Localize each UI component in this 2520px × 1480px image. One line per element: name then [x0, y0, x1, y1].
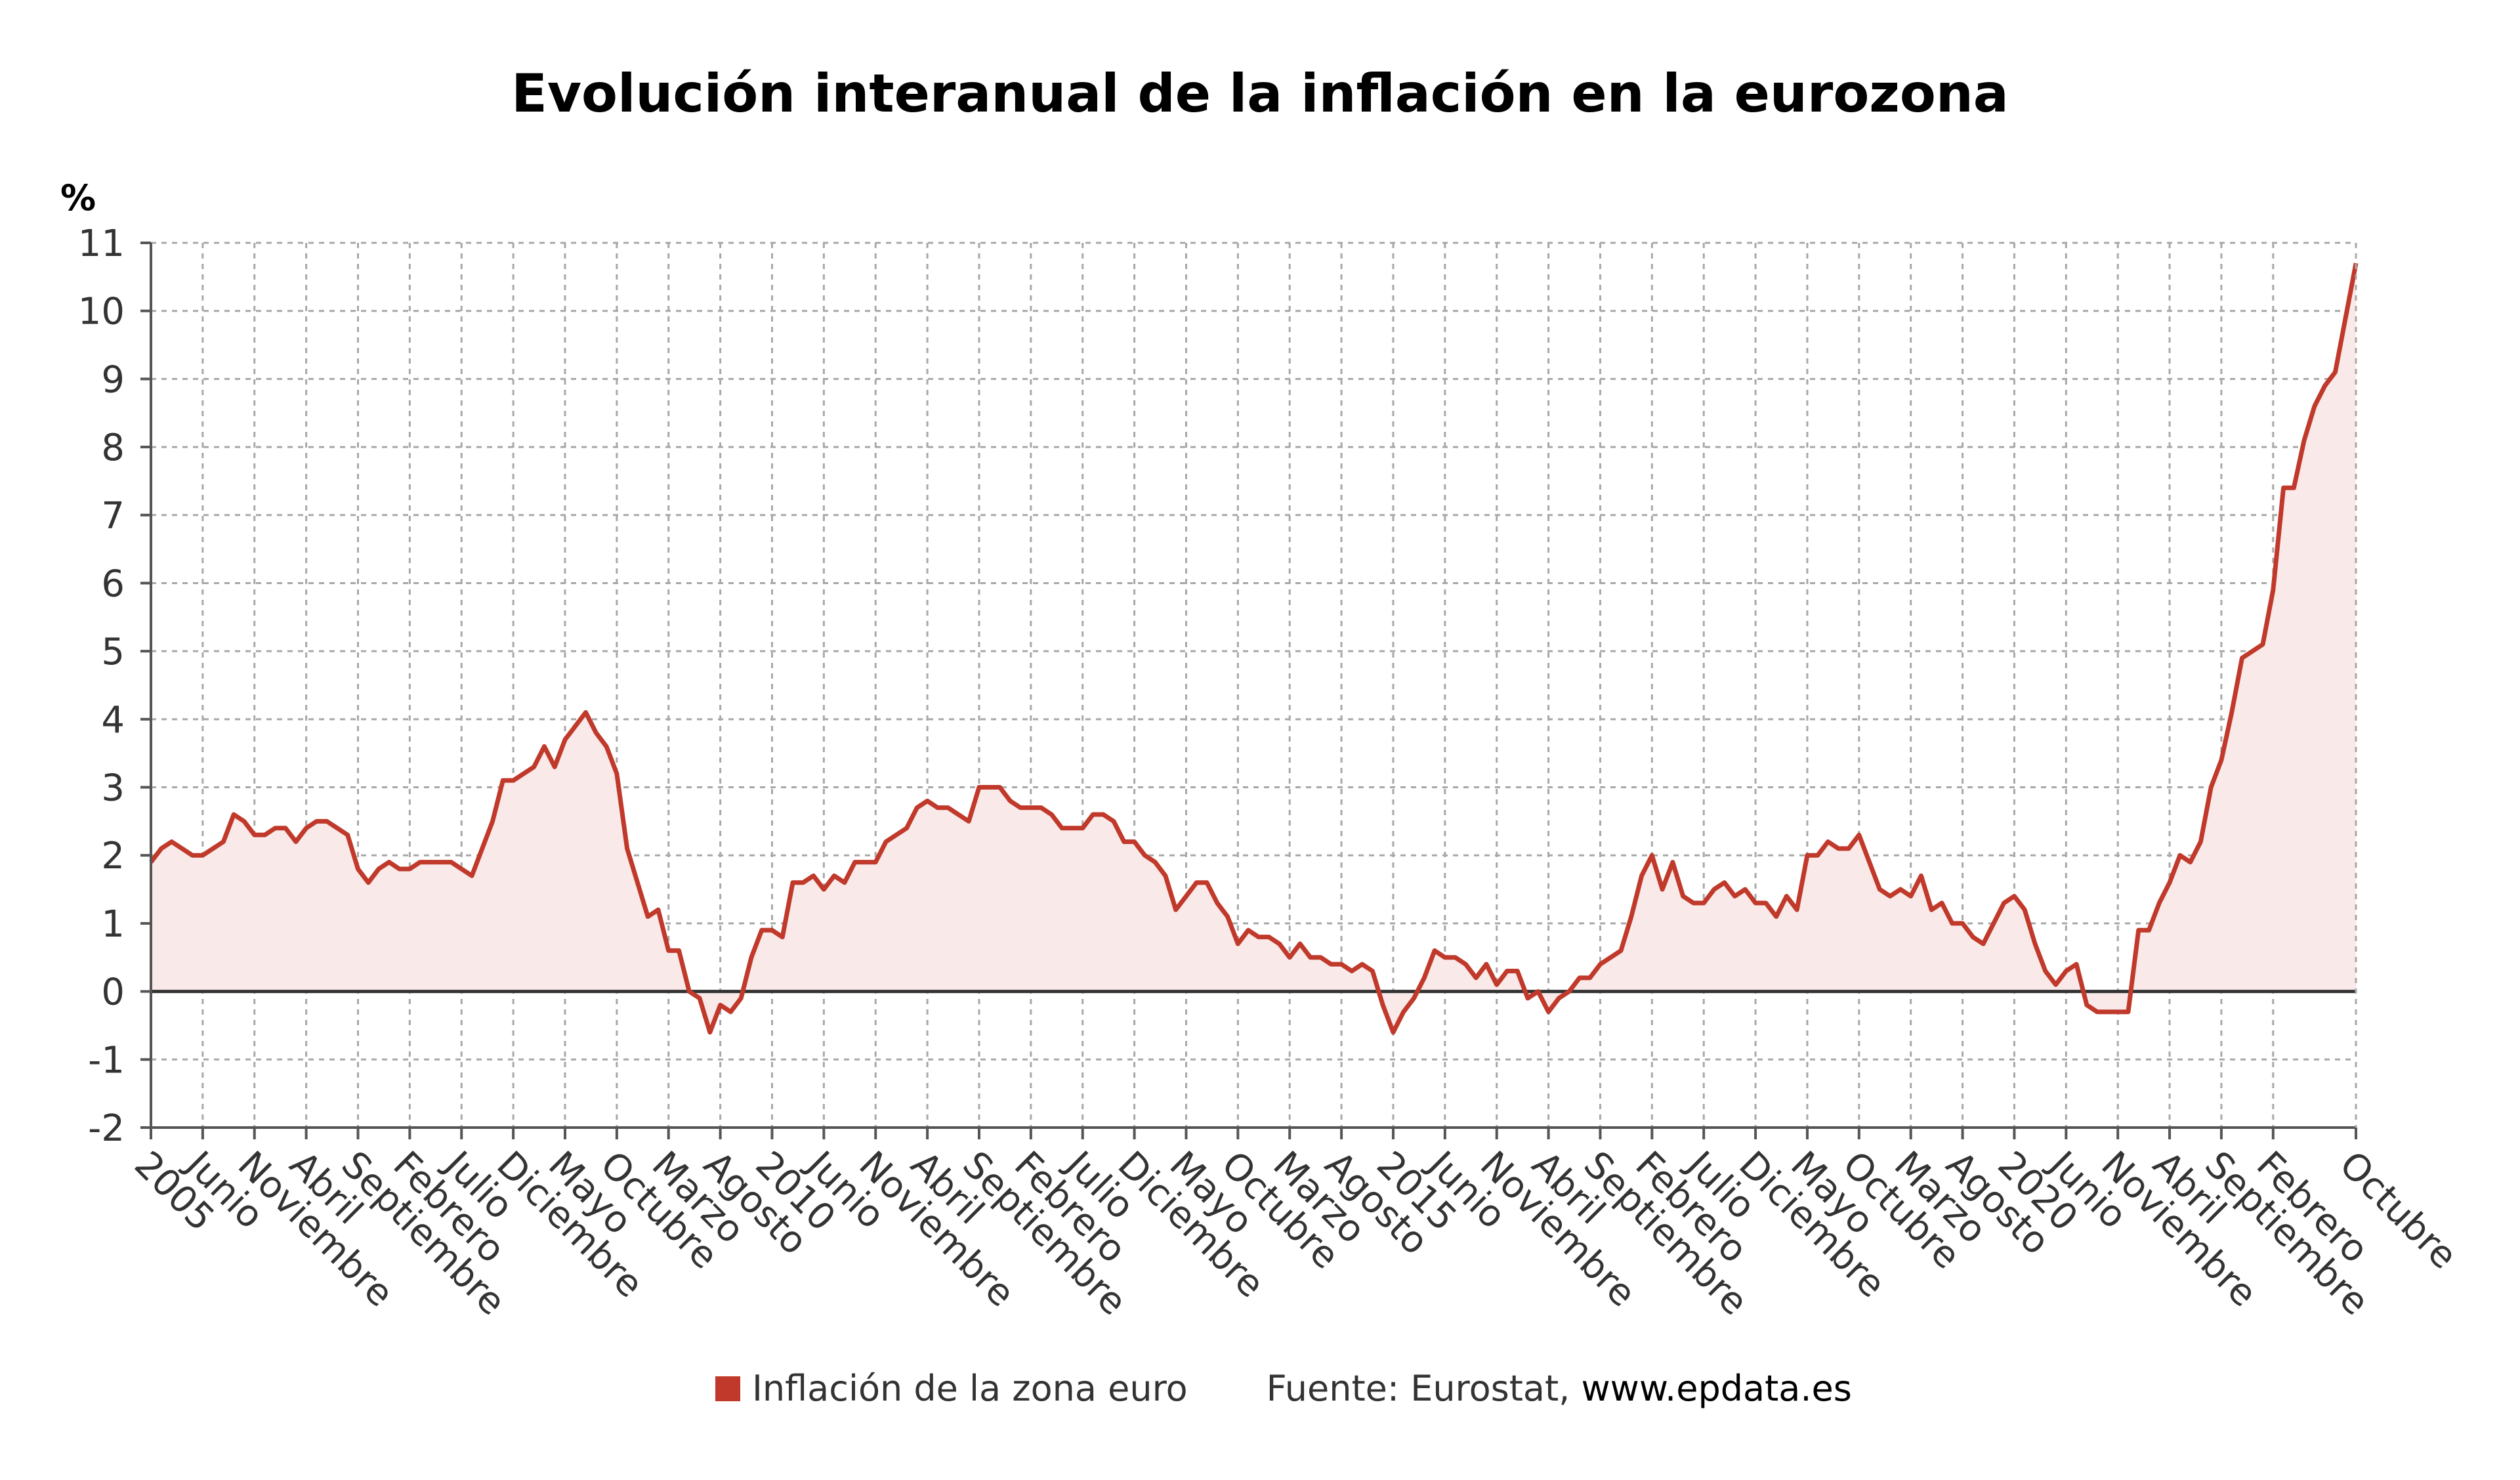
- y-axis-unit-label: %: [60, 177, 96, 219]
- y-tick-label: 2: [101, 835, 125, 877]
- y-tick-label: -1: [88, 1039, 125, 1082]
- axes: [150, 243, 2357, 1129]
- chart-title: Evolución interanual de la inflación en …: [511, 63, 2009, 124]
- legend-series-label: Inflación de la zona euro: [752, 1368, 1188, 1409]
- y-tick-label: 5: [101, 631, 125, 673]
- legend: Inflación de la zona euro Fuente: Eurost…: [715, 1368, 1852, 1409]
- source-prefix: Fuente: Eurostat,: [1266, 1368, 1582, 1409]
- series-line: [149, 263, 2359, 1035]
- source-site: www.epdata.es: [1581, 1368, 1852, 1409]
- y-tick-label: 3: [101, 767, 125, 810]
- y-tick-label: 9: [101, 358, 125, 401]
- y-tick-label: 4: [101, 699, 125, 742]
- y-tick-label: -2: [88, 1107, 125, 1150]
- y-tick-label: 11: [78, 222, 125, 265]
- y-tick-label: 8: [101, 427, 125, 469]
- legend-swatch: [715, 1376, 740, 1401]
- y-tick-label: 0: [101, 971, 125, 1014]
- y-tick-label: 10: [78, 291, 125, 333]
- y-tick-label: 7: [101, 495, 125, 538]
- source-note: Fuente: Eurostat, www.epdata.es: [1267, 1368, 1852, 1409]
- y-tick-label: 1: [101, 903, 125, 946]
- grid: [150, 242, 2357, 1129]
- y-tick-label: 6: [101, 562, 125, 605]
- x-axis-ticks: 2005JunioNoviembreAbrilSeptiembreFebrero…: [126, 1128, 2466, 1324]
